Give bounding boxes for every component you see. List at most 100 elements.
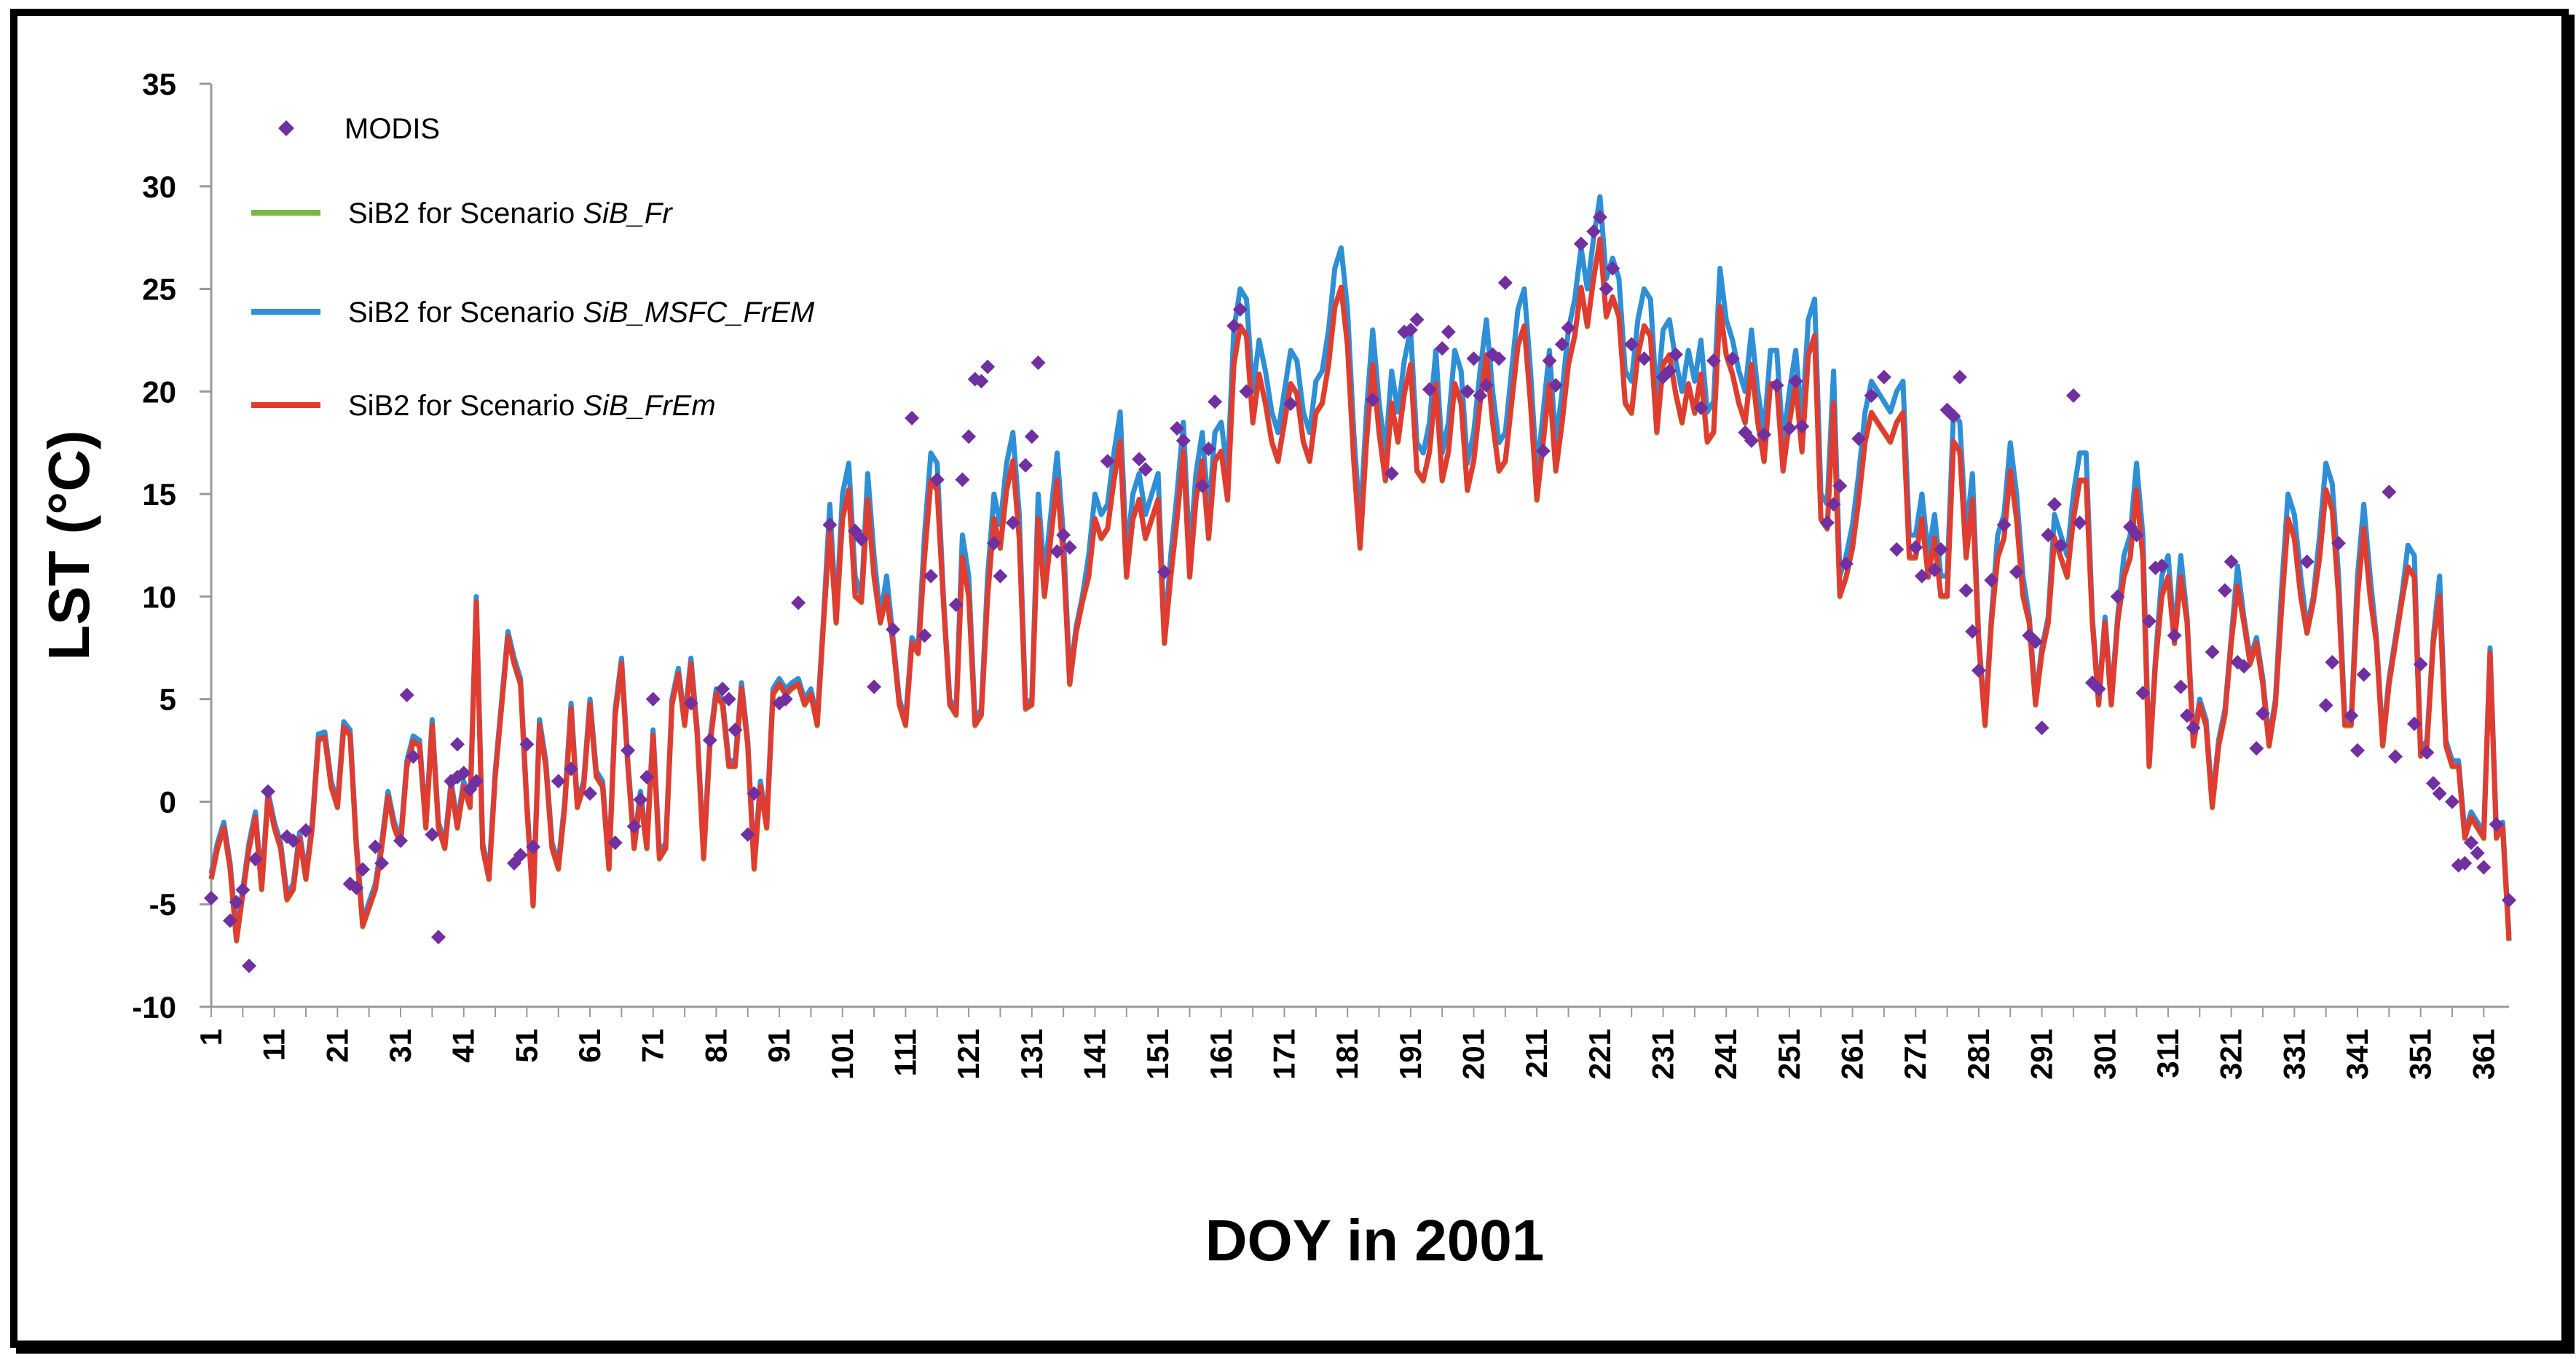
modis-point [2318,698,2333,713]
modis-point [1031,355,1046,370]
modis-point [1889,542,1905,557]
modis-point [886,621,901,637]
modis-point [1226,318,1242,334]
modis-point [822,517,838,533]
modis-point [854,532,869,547]
x-tick-label: 191 [1393,1029,1427,1080]
modis-point [2425,776,2441,791]
modis-point [917,628,932,643]
modis-point [2065,388,2081,403]
x-tick-label: 131 [1015,1029,1049,1080]
modis-point [974,374,989,389]
modis-point [1056,527,1071,543]
modis-point [993,568,1008,584]
modis-point [1624,337,1639,352]
modis-point [1599,281,1614,297]
modis-point [583,786,598,801]
modis-point [1952,369,1967,385]
x-tick-label: 231 [1646,1029,1680,1080]
x-tick-label: 121 [951,1029,985,1080]
modis-point [2224,554,2239,570]
modis-point [2135,686,2151,701]
modis-point [526,839,541,855]
legend-label: SiB2 for Scenario SiB_Fr [348,197,673,229]
modis-point [986,535,1001,551]
modis-point [2457,855,2473,871]
legend: MODIS SiB2 for Scenario SiB_Fr SiB2 for Sc… [251,113,815,422]
modis-point [2072,515,2087,530]
modis-point [1049,543,1065,559]
modis-point [285,833,301,848]
modis-point [740,827,755,842]
y-tick-label: 15 [142,477,176,511]
modis-point [299,823,314,838]
x-tick-label: 331 [2277,1029,2311,1080]
legend-marker-modis [278,120,294,136]
modis-point [2331,535,2346,551]
modis-point [728,722,743,737]
modis-point [1927,562,1942,578]
y-tick-label: -5 [149,887,176,922]
x-tick-label: 11 [257,1029,291,1061]
modis-point [1535,443,1551,458]
x-tick-label: 151 [1141,1029,1175,1080]
modis-point [2463,835,2478,850]
modis-point [1592,210,1607,225]
modis-point [2034,721,2049,736]
modis-point [1826,497,1841,512]
modis-point [551,774,566,789]
y-tick-labels: -10 -5 0 5 10 15 20 25 30 35 [132,67,176,1024]
modis-point [564,761,579,777]
modis-point [923,568,939,584]
modis-point [639,769,655,785]
x-tick-label: 241 [1709,1029,1743,1080]
modis-point [2091,681,2106,696]
chart-frame [10,9,2569,1348]
modis-point [2173,679,2189,694]
legend-label: SiB2 for Scenario SiB_MSFC_FrEM [348,297,815,329]
modis-point [2110,589,2125,604]
modis-point [2419,745,2435,760]
y-tick-label: 10 [142,580,176,614]
legend-label: MODIS [344,113,440,145]
x-tick-label: 311 [2151,1029,2185,1078]
modis-point [1062,540,1077,555]
modis-point [1283,396,1299,412]
modis-point [955,472,970,487]
y-tick-label: 5 [159,683,176,717]
x-tick-label: 291 [2025,1029,2059,1080]
modis-point [2476,860,2492,875]
modis-point [1024,429,1039,444]
modis-point [1100,454,1115,469]
modis-point [1605,261,1620,276]
modis-point [1175,433,1191,448]
modis-point [1441,324,1456,340]
modis-point [721,691,736,707]
x-tick-label: 1 [194,1029,228,1045]
modis-point [1208,394,1223,409]
modis-point [1757,427,1772,442]
modis-point [645,691,661,707]
modis-point [425,827,440,842]
x-tick-label: 221 [1583,1029,1617,1080]
modis-point [2217,583,2232,598]
modis-point [1138,462,1153,477]
modis-point [1473,388,1488,403]
modis-point [1201,441,1216,457]
modis-point [1984,573,1999,588]
modis-point [513,847,528,863]
modis-point [2382,484,2397,500]
modis-point [349,880,364,895]
modis-point [2502,892,2516,908]
modis-point [607,835,623,850]
modis-point [456,766,471,781]
modis-point [1832,478,1848,493]
modis-point [2356,667,2371,682]
series-line-sib-frem [208,236,2512,943]
y-tick-label: -10 [132,990,176,1024]
modis-point [702,732,717,747]
modis-point [1788,374,1803,389]
modis-point [1194,478,1210,493]
modis-point [1132,452,1147,467]
modis-point [1864,388,1879,403]
